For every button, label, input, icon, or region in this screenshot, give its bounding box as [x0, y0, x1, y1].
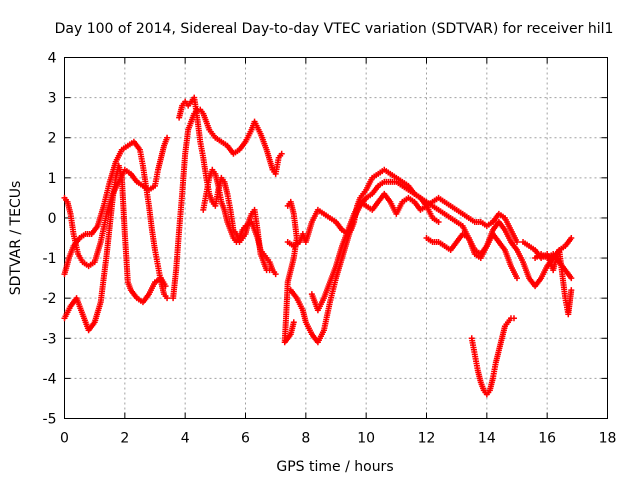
y-tick-label: -3: [43, 331, 57, 347]
data-point: [568, 235, 575, 241]
y-axis-label: SDTVAR / TECUs: [8, 181, 24, 296]
x-tick-label: 2: [120, 431, 129, 447]
plot-frame: [64, 57, 608, 419]
x-tick-label: 14: [478, 431, 496, 447]
x-tick-label: 8: [301, 431, 310, 447]
data-point: [164, 295, 171, 302]
x-tick-label: 18: [599, 431, 617, 447]
x-tick-label: 6: [241, 431, 250, 447]
x-tick-label: 0: [60, 431, 69, 447]
axis-ticks: [64, 57, 608, 419]
data-point: [510, 315, 517, 322]
data-point: [568, 275, 575, 282]
y-tick-label: 3: [48, 91, 57, 107]
chart-title: Day 100 of 2014, Sidereal Day-to-day VTE…: [55, 21, 614, 37]
data-point: [164, 134, 171, 141]
data-marks: [61, 94, 575, 398]
x-tick-label: 4: [181, 431, 190, 447]
data-point: [514, 239, 520, 246]
data-point: [568, 287, 575, 294]
data-point: [278, 150, 285, 157]
x-tick-label: 10: [357, 431, 375, 447]
y-tick-label: -4: [43, 371, 57, 387]
x-axis-tick-labels: 0 2 4 6 8 10 12 14 16 18: [60, 431, 616, 447]
data-point: [272, 271, 279, 278]
y-tick-label: 2: [48, 131, 57, 147]
y-tick-label: 1: [48, 171, 57, 187]
x-tick-label: 12: [418, 431, 436, 447]
x-tick-label: 16: [538, 431, 556, 447]
y-tick-label: -1: [43, 251, 57, 267]
data-point: [514, 275, 520, 282]
y-tick-label: -2: [43, 291, 57, 307]
data-point: [162, 283, 169, 290]
data-point: [290, 319, 297, 326]
y-tick-label: 4: [48, 51, 57, 67]
y-axis-tick-labels: -5 -4 -3 -2 -1 0 1 2 3 4: [43, 51, 57, 428]
data-point: [435, 218, 442, 225]
y-tick-label: 0: [48, 211, 57, 227]
y-tick-label: -5: [43, 412, 57, 428]
x-axis-label: GPS time / hours: [276, 459, 393, 475]
